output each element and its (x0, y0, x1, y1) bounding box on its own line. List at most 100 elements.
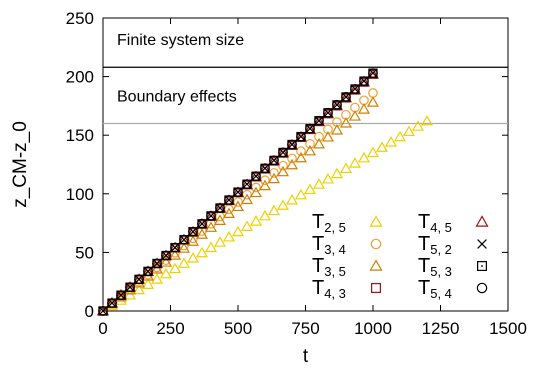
data-point (287, 139, 297, 150)
data-point (323, 107, 333, 118)
data-point (321, 130, 335, 142)
legend-label: T3, 5 (312, 255, 346, 279)
data-point (242, 179, 252, 189)
data-point (375, 141, 389, 152)
data-point (402, 125, 416, 137)
marker-dot (273, 159, 275, 162)
series-5--4 (98, 68, 378, 316)
legend-label: T5, 3 (418, 255, 452, 279)
data-point (276, 165, 290, 177)
data-point (213, 236, 227, 247)
marker-dot (174, 246, 176, 249)
data-point (330, 124, 344, 135)
data-point (170, 248, 180, 258)
legend-item: T2, 5 (312, 211, 383, 235)
legend-label: T3, 4 (312, 233, 346, 257)
y-tick-label: 250 (66, 9, 94, 28)
marker-dot (363, 80, 365, 82)
data-point (303, 144, 317, 156)
y-tick-label: 100 (66, 185, 94, 204)
data-point (305, 123, 315, 134)
data-point (159, 267, 173, 279)
data-point (141, 278, 155, 289)
data-point (305, 139, 315, 149)
marker-dot (111, 302, 113, 304)
data-point (260, 163, 270, 174)
marker-square (477, 261, 488, 272)
data-point (116, 290, 126, 300)
marker-dot (481, 265, 483, 267)
legend-item: T5, 2 (418, 233, 487, 257)
data-point (188, 226, 198, 237)
data-point (213, 214, 227, 225)
data-point (276, 199, 290, 210)
data-point (143, 266, 153, 277)
data-point (287, 153, 297, 164)
data-point (368, 88, 378, 98)
legend-marker (475, 215, 489, 227)
legend-item: T3, 5 (312, 255, 383, 279)
legend-subscript: 5, 4 (430, 286, 452, 301)
data-point (285, 158, 299, 170)
data-point (249, 186, 263, 198)
y-axis-label: z_CM-z_0 (10, 121, 31, 208)
marker-dot (246, 183, 248, 186)
data-point (107, 298, 117, 308)
data-point (168, 249, 182, 260)
data-point (204, 241, 218, 253)
marker-dot (219, 207, 221, 209)
data-point (132, 283, 146, 295)
legend-label: T2, 5 (312, 211, 346, 235)
data-point (359, 76, 369, 86)
y-tick-label: 150 (66, 126, 94, 145)
legend: T2, 5T3, 4T3, 5T4, 3T4, 5T5, 2T5, 3T5, 4 (312, 211, 489, 301)
data-point (294, 151, 308, 163)
data-point (366, 68, 380, 79)
legend-label: T5, 4 (418, 277, 452, 301)
data-point (384, 136, 398, 147)
data-point (98, 306, 108, 316)
data-point (339, 162, 353, 173)
data-point (321, 172, 335, 184)
data-point (179, 234, 189, 245)
data-point (159, 256, 173, 267)
marker-dot (192, 230, 194, 233)
legend-label: T4, 3 (312, 277, 346, 301)
legend-marker (477, 261, 488, 272)
data-point (251, 171, 261, 182)
marker-dot (309, 127, 311, 130)
x-tick-label: 750 (291, 319, 319, 338)
marker-dot (210, 214, 212, 217)
marker-dot (201, 222, 203, 225)
data-point (366, 146, 380, 158)
x-axis-label: t (303, 346, 309, 367)
legend-subscript: 3, 5 (324, 264, 346, 279)
marker-dot (156, 262, 158, 265)
marker-dot (282, 151, 284, 154)
legend-subscript: 4, 3 (324, 286, 346, 301)
data-point (323, 124, 333, 135)
legend-label: T5, 2 (418, 233, 452, 257)
legend-marker (370, 238, 382, 250)
data-point (168, 262, 182, 274)
data-point (314, 115, 324, 126)
data-point (411, 120, 425, 131)
marker-dot (354, 88, 356, 90)
legend-item: T5, 4 (418, 277, 488, 301)
data-point (420, 114, 434, 126)
marker-dot (228, 199, 230, 201)
data-point (348, 157, 362, 168)
legend-marker (369, 259, 383, 271)
data-point (249, 215, 263, 226)
marker-dot (327, 111, 329, 114)
legend-name: T (312, 233, 324, 255)
legend-name: T (418, 255, 430, 277)
reference-line-label: Boundary effects (117, 88, 237, 105)
data-point (357, 151, 371, 163)
legend-marker (369, 215, 383, 227)
plot-area: Finite system size Boundary effects (96, 17, 509, 316)
data-point (278, 147, 288, 158)
marker-dot (372, 72, 374, 75)
data-point (134, 274, 144, 285)
